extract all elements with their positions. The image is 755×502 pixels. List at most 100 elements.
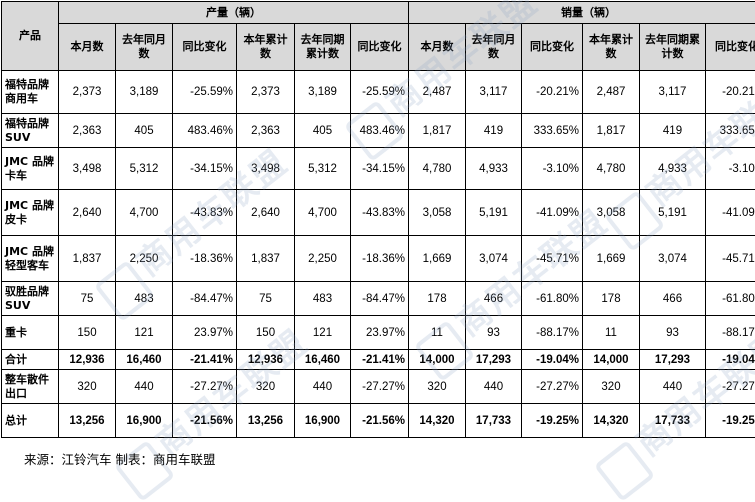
value-cell: 5,191 <box>466 190 522 236</box>
value-cell: 5,312 <box>116 148 173 190</box>
value-cell: 14,320 <box>409 404 466 438</box>
change-cell: -41.09% <box>522 190 583 236</box>
value-cell: 5,312 <box>295 148 351 190</box>
value-cell: 2,640 <box>59 190 116 236</box>
change-cell: 483.46% <box>351 114 409 148</box>
value-cell: 17,733 <box>466 404 522 438</box>
value-cell: 3,074 <box>466 236 522 282</box>
change-cell: -3.10% <box>522 148 583 190</box>
row-label: 总计 <box>2 404 59 438</box>
value-cell: 320 <box>237 370 295 404</box>
row-label: 驭胜品牌SUV <box>2 282 59 316</box>
value-cell: 320 <box>59 370 116 404</box>
value-cell: 1,669 <box>583 236 640 282</box>
change-cell: -61.80% <box>706 282 755 316</box>
value-cell: 1,837 <box>59 236 116 282</box>
value-cell: 1,817 <box>583 114 640 148</box>
value-cell: 440 <box>116 370 173 404</box>
change-cell: 23.97% <box>351 316 409 350</box>
value-cell: 121 <box>295 316 351 350</box>
value-cell: 3,498 <box>237 148 295 190</box>
change-cell: -43.83% <box>173 190 237 236</box>
change-cell: -21.41% <box>351 350 409 370</box>
value-cell: 17,733 <box>640 404 706 438</box>
value-cell: 483 <box>295 282 351 316</box>
value-cell: 14,320 <box>583 404 640 438</box>
product-header: 产品 <box>2 2 59 71</box>
column-header: 同比变化 <box>522 24 583 71</box>
value-cell: 13,256 <box>237 404 295 438</box>
data-table: 产品 产量（辆） 销量（辆） 本月数 去年同月数 同比变化 本年累计数 去年同期… <box>1 1 755 438</box>
value-cell: 5,191 <box>640 190 706 236</box>
column-header: 同比变化 <box>706 24 755 71</box>
sales-group-header: 销量（辆） <box>409 2 755 24</box>
value-cell: 4,700 <box>116 190 173 236</box>
value-cell: 1,837 <box>237 236 295 282</box>
value-cell: 2,363 <box>237 114 295 148</box>
change-cell: -27.27% <box>522 370 583 404</box>
value-cell: 16,460 <box>116 350 173 370</box>
column-header: 本月数 <box>59 24 116 71</box>
value-cell: 75 <box>59 282 116 316</box>
change-cell: -21.56% <box>351 404 409 438</box>
value-cell: 3,498 <box>59 148 116 190</box>
change-cell: -84.47% <box>351 282 409 316</box>
change-cell: -84.47% <box>173 282 237 316</box>
change-cell: -19.04% <box>522 350 583 370</box>
value-cell: 4,780 <box>409 148 466 190</box>
value-cell: 1,817 <box>409 114 466 148</box>
change-cell: -20.21% <box>706 71 755 114</box>
value-cell: 11 <box>583 316 640 350</box>
column-header: 去年同月数 <box>116 24 173 71</box>
change-cell: -21.41% <box>173 350 237 370</box>
value-cell: 93 <box>640 316 706 350</box>
value-cell: 178 <box>583 282 640 316</box>
value-cell: 17,293 <box>466 350 522 370</box>
change-cell: -34.15% <box>173 148 237 190</box>
column-header: 同比变化 <box>351 24 409 71</box>
value-cell: 3,074 <box>640 236 706 282</box>
value-cell: 75 <box>237 282 295 316</box>
value-cell: 320 <box>409 370 466 404</box>
row-label: JMC 品牌皮卡 <box>2 190 59 236</box>
value-cell: 93 <box>466 316 522 350</box>
change-cell: 333.65% <box>706 114 755 148</box>
value-cell: 3,189 <box>295 71 351 114</box>
value-cell: 440 <box>295 370 351 404</box>
value-cell: 2,250 <box>116 236 173 282</box>
change-cell: 23.97% <box>173 316 237 350</box>
column-header: 同比变化 <box>173 24 237 71</box>
change-cell: -45.71% <box>522 236 583 282</box>
value-cell: 3,117 <box>640 71 706 114</box>
value-cell: 2,487 <box>409 71 466 114</box>
column-header: 本年累计数 <box>237 24 295 71</box>
value-cell: 419 <box>640 114 706 148</box>
value-cell: 16,900 <box>116 404 173 438</box>
row-label: JMC 品牌轻型客车 <box>2 236 59 282</box>
value-cell: 405 <box>295 114 351 148</box>
column-header: 本月数 <box>409 24 466 71</box>
value-cell: 14,000 <box>583 350 640 370</box>
value-cell: 12,936 <box>59 350 116 370</box>
value-cell: 320 <box>583 370 640 404</box>
value-cell: 178 <box>409 282 466 316</box>
value-cell: 466 <box>640 282 706 316</box>
value-cell: 13,256 <box>59 404 116 438</box>
value-cell: 2,250 <box>295 236 351 282</box>
change-cell: -18.36% <box>173 236 237 282</box>
row-label: 福特品牌SUV <box>2 114 59 148</box>
value-cell: 2,363 <box>59 114 116 148</box>
change-cell: -20.21% <box>522 71 583 114</box>
column-header: 本年累计数 <box>583 24 640 71</box>
value-cell: 2,487 <box>583 71 640 114</box>
value-cell: 16,900 <box>295 404 351 438</box>
value-cell: 150 <box>59 316 116 350</box>
value-cell: 440 <box>640 370 706 404</box>
value-cell: 4,933 <box>466 148 522 190</box>
value-cell: 440 <box>466 370 522 404</box>
